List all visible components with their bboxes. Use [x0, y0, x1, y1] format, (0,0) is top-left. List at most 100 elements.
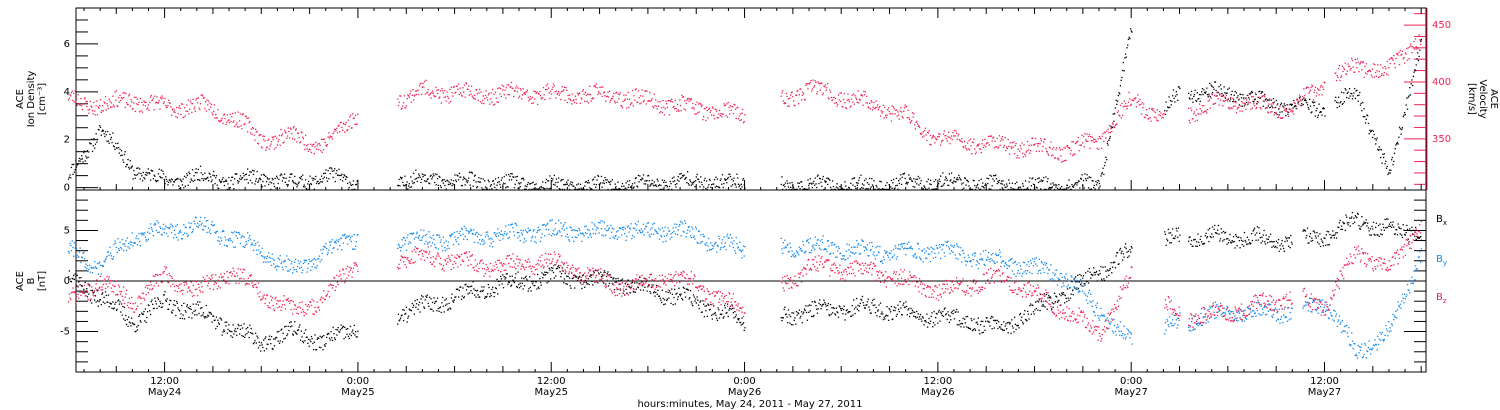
velocity-point [732, 112, 734, 115]
velocity-point [1391, 58, 1393, 60]
velocity-point [655, 99, 657, 101]
velocity-point [136, 103, 138, 105]
velocity-point [1060, 155, 1062, 157]
bx-point [1253, 229, 1255, 231]
density-point [399, 185, 401, 187]
density-point [1004, 186, 1006, 188]
bx-point [1192, 245, 1194, 247]
density-point [967, 181, 969, 183]
velocity-point [357, 113, 359, 115]
bx-point [161, 306, 163, 308]
bx-point [895, 307, 897, 309]
bx-point [102, 292, 104, 294]
density-point [1323, 108, 1325, 110]
density-point [352, 184, 354, 186]
bx-point [117, 300, 119, 302]
bx-point [67, 276, 70, 278]
velocity-point [484, 94, 487, 97]
density-point [800, 181, 803, 183]
density-point [948, 184, 950, 187]
bx-point [930, 315, 932, 317]
velocity-point [1065, 159, 1067, 162]
velocity-point [571, 103, 573, 105]
velocity-point [1001, 136, 1003, 138]
velocity-point [1148, 108, 1151, 110]
density-point [294, 182, 297, 184]
density-point [932, 188, 934, 191]
density-point [1306, 102, 1308, 104]
bx-point [334, 338, 336, 341]
density-point [134, 177, 136, 179]
velocity-point [991, 140, 993, 142]
bx-point [531, 281, 533, 283]
bx-point [736, 321, 738, 323]
velocity-point [1078, 150, 1080, 152]
density-point [454, 174, 456, 176]
velocity-point [825, 89, 827, 91]
density-point [1178, 86, 1180, 88]
velocity-point [447, 97, 450, 99]
density-point [431, 176, 434, 178]
bx-point [479, 290, 481, 293]
bx-point [785, 313, 787, 315]
density-point [270, 188, 272, 191]
velocity-point [472, 96, 474, 99]
density-point [1243, 105, 1246, 107]
density-point [234, 178, 236, 180]
density-point [833, 188, 835, 191]
bx-point [637, 287, 639, 289]
velocity-point [555, 97, 557, 99]
velocity-point [663, 114, 666, 116]
density-point [96, 141, 98, 143]
density-point [168, 181, 170, 183]
velocity-point [85, 100, 87, 103]
density-point [220, 180, 223, 183]
velocity-point [1014, 152, 1016, 155]
density-point [235, 173, 237, 175]
density-point [811, 183, 813, 185]
bx-point [993, 319, 995, 321]
bx-point [102, 301, 104, 303]
velocity-point [802, 91, 804, 93]
density-point [1399, 128, 1401, 130]
velocity-point [279, 144, 281, 146]
bx-point [970, 318, 972, 320]
velocity-point [549, 97, 551, 100]
density-point [896, 184, 898, 186]
bx-point [610, 276, 613, 279]
velocity-point [277, 140, 279, 143]
velocity-point [1058, 159, 1060, 161]
bx-point [1066, 288, 1069, 290]
velocity-point [473, 94, 476, 96]
density-point [1042, 180, 1044, 182]
density-point [1273, 101, 1275, 103]
velocity-point [1074, 142, 1077, 145]
bx-point [703, 316, 705, 318]
velocity-point [124, 106, 126, 108]
velocity-point [563, 86, 566, 88]
density-point [1382, 153, 1384, 155]
velocity-point [1308, 92, 1310, 94]
bx-point [78, 277, 81, 279]
density-point [152, 170, 154, 172]
bx-point [420, 298, 422, 300]
velocity-point [147, 104, 149, 106]
bx-point [683, 287, 685, 289]
bx-point [593, 272, 595, 274]
bx-point [287, 325, 289, 327]
velocity-point [940, 141, 943, 143]
bx-point [1124, 246, 1126, 248]
density-point [463, 177, 466, 180]
density-point [1225, 92, 1227, 95]
density-point [847, 188, 849, 191]
velocity-point [1409, 43, 1412, 45]
bx-point [984, 329, 986, 331]
density-point [1173, 97, 1175, 99]
density-point [966, 179, 968, 181]
bx-point [120, 311, 122, 313]
velocity-point [630, 102, 632, 104]
velocity-point [205, 110, 207, 112]
velocity-point [827, 83, 829, 85]
velocity-point [834, 102, 836, 104]
density-point [1250, 92, 1252, 94]
